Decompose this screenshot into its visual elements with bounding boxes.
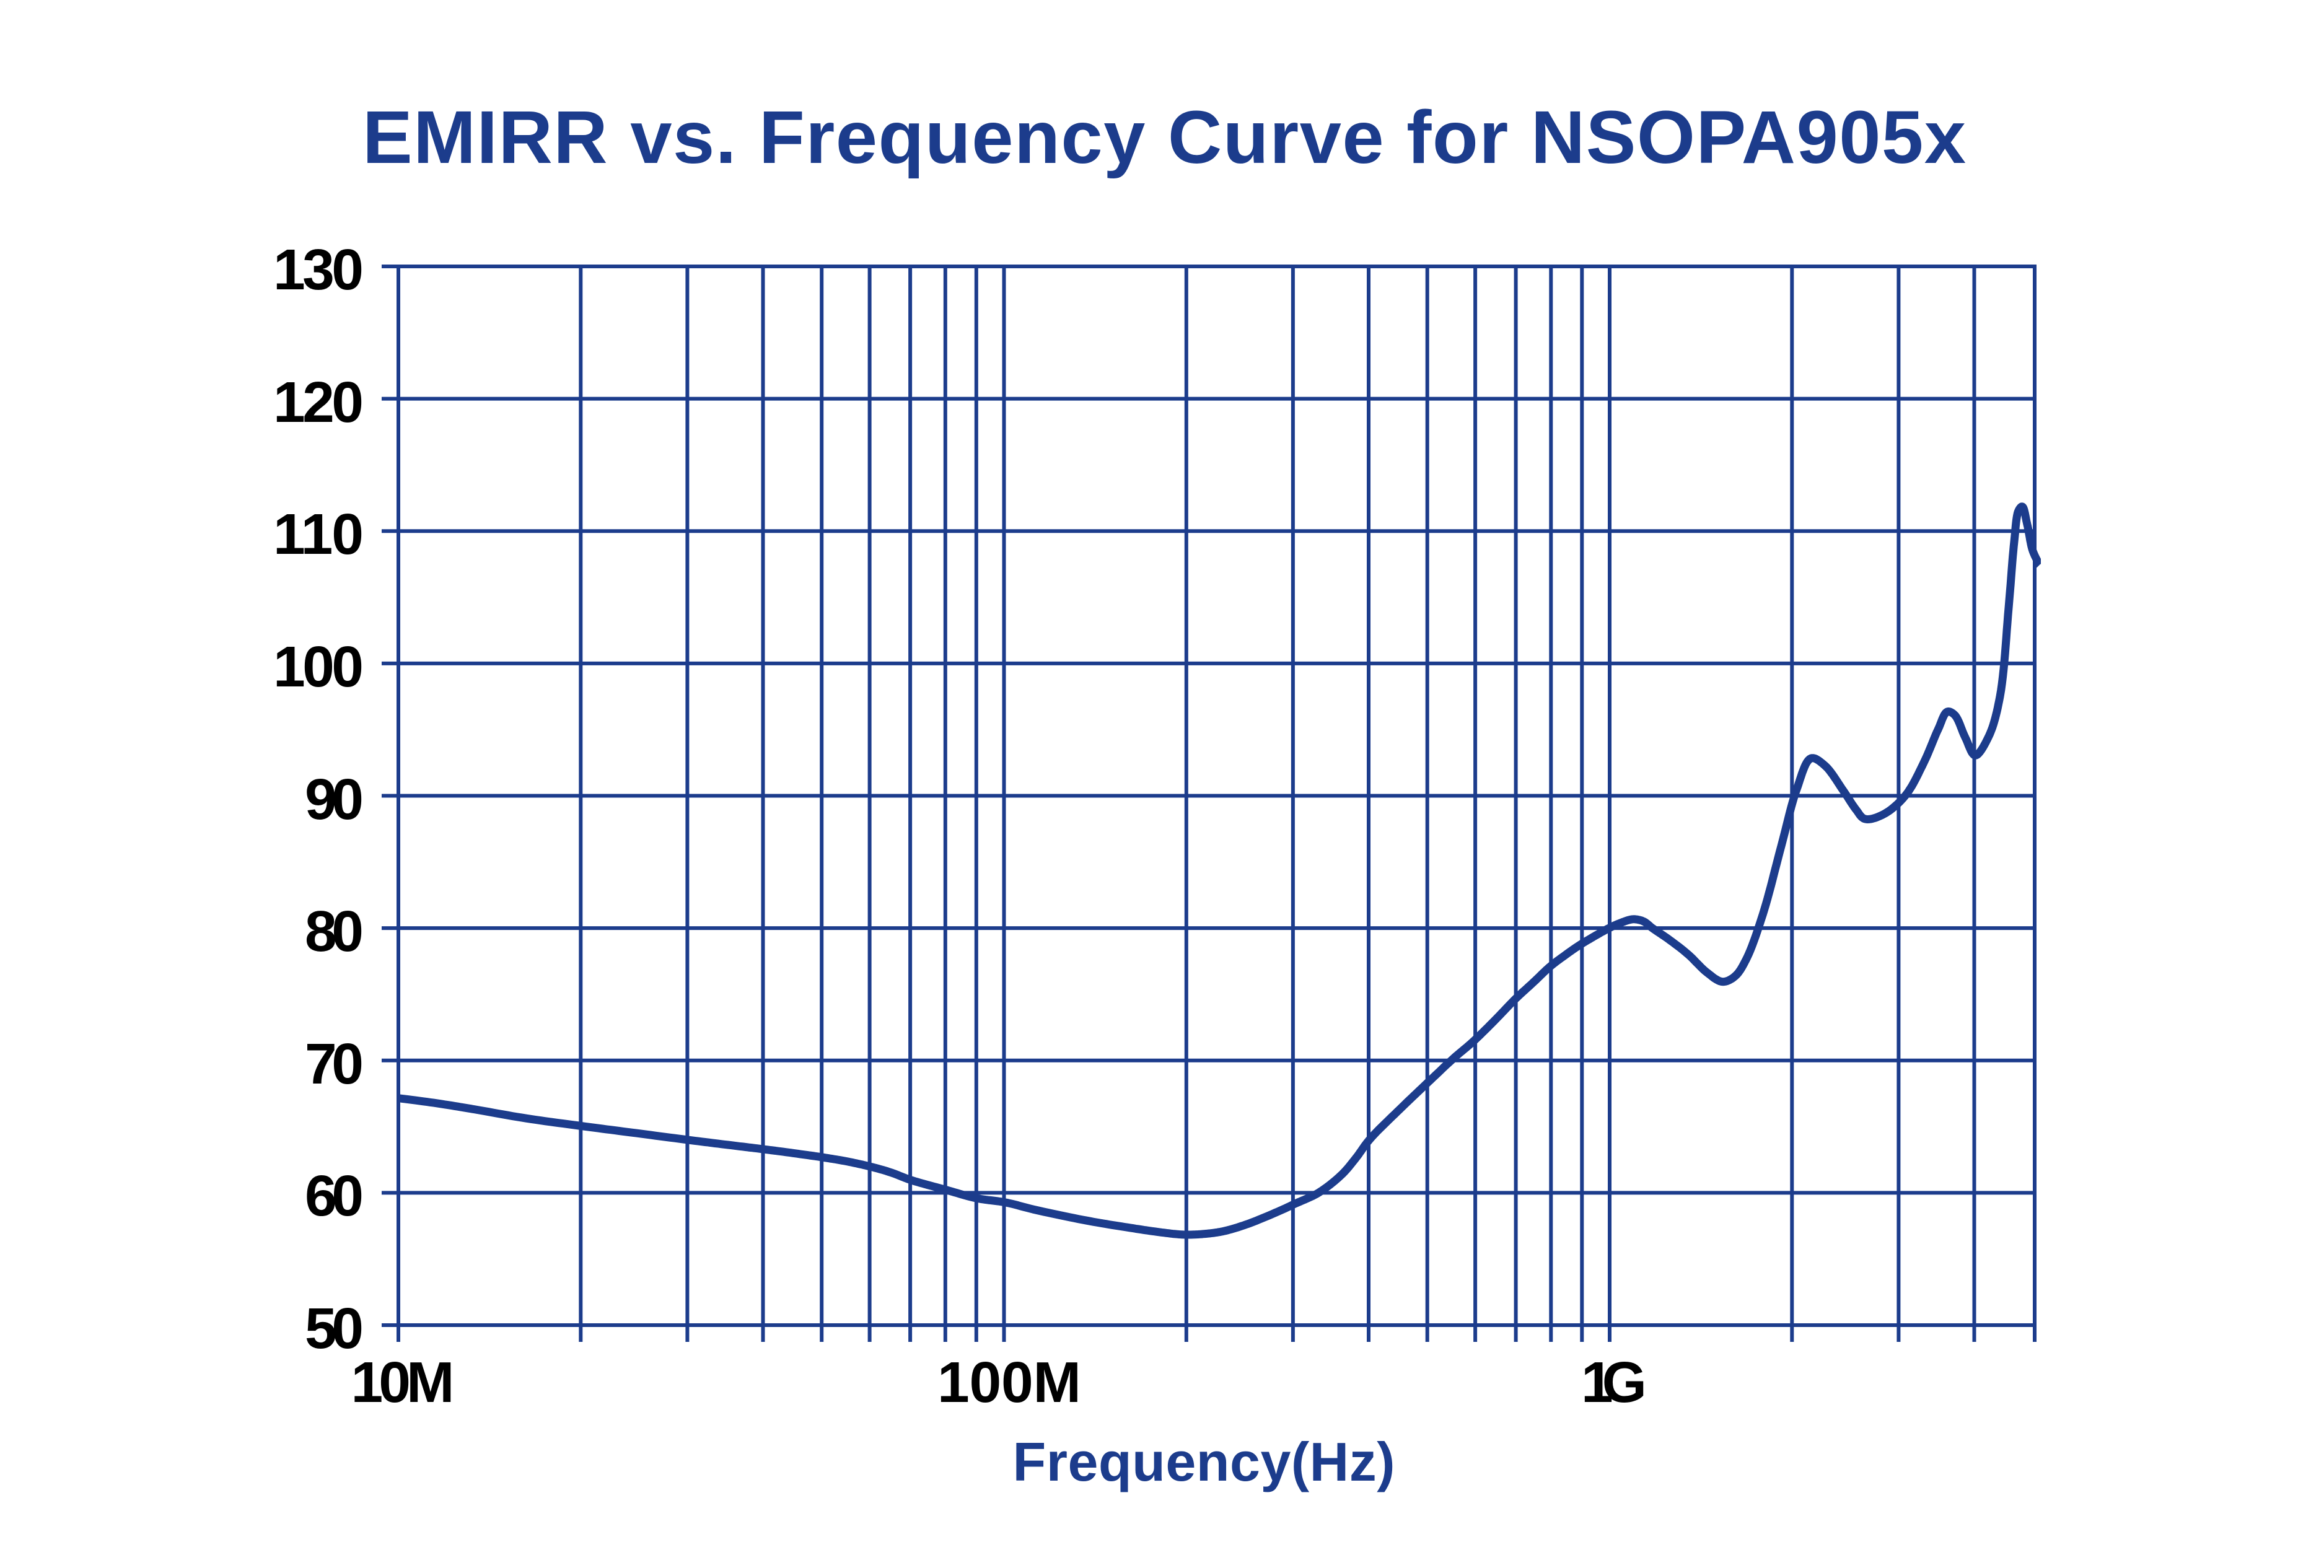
svg-text:120: 120	[273, 370, 364, 434]
svg-text:10M: 10M	[351, 1350, 455, 1414]
svg-text:110: 110	[273, 502, 364, 566]
svg-text:60: 60	[305, 1163, 364, 1228]
svg-text:100: 100	[273, 634, 364, 699]
svg-text:EMIRR vs. Frequency Curve for: EMIRR vs. Frequency Curve for NSOPA905x	[362, 95, 1966, 179]
svg-text:50: 50	[305, 1296, 364, 1360]
svg-text:1G: 1G	[1581, 1350, 1647, 1414]
svg-text:80: 80	[305, 899, 364, 963]
svg-text:Frequency(Hz): Frequency(Hz)	[1013, 1431, 1395, 1492]
svg-text:70: 70	[305, 1031, 364, 1096]
svg-text:90: 90	[305, 767, 364, 831]
svg-text:100M: 100M	[937, 1350, 1081, 1414]
svg-text:130: 130	[273, 237, 364, 302]
